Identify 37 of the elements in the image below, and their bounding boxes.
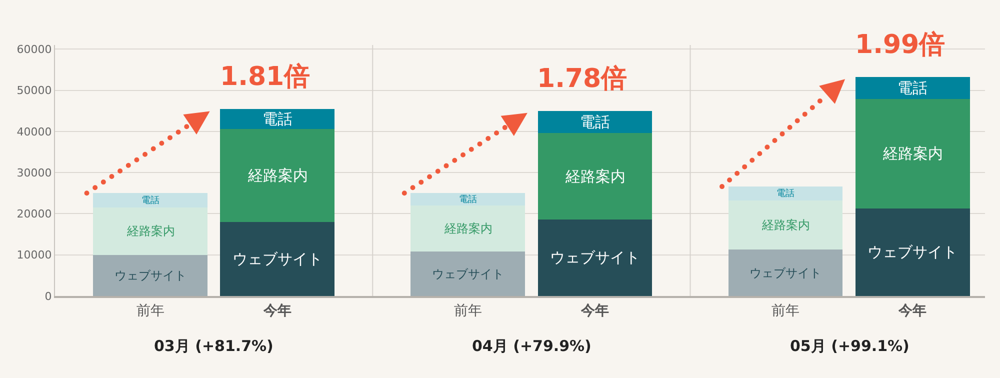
annotation: 1.99倍 — [855, 30, 946, 60]
text: 電話 — [898, 79, 928, 97]
text: 電話 — [141, 196, 160, 206]
text: 04月 (+79.9%) — [472, 337, 592, 355]
series-label: 電話 — [458, 194, 477, 205]
annotation: 1.81倍 — [220, 62, 310, 92]
series-label: ウェブサイト — [550, 248, 640, 267]
text: 03月 (+81.7%) — [154, 337, 274, 355]
x-tick-label: 今年 — [262, 302, 292, 319]
text: 電話 — [776, 189, 795, 200]
text: ウェブサイト — [232, 250, 322, 268]
y-tick-label: 10000 — [16, 248, 52, 262]
annotation: 1.78倍 — [537, 64, 628, 94]
y-tick-label: 50000 — [16, 84, 52, 98]
y-tick-label: 0 — [44, 290, 52, 303]
y-tick-label: 20000 — [16, 208, 52, 221]
x-tick-label: 今年 — [580, 302, 609, 319]
text: ウェブサイト — [432, 266, 504, 281]
text: 経路案内 — [565, 167, 626, 186]
series-label: 経路案内 — [443, 222, 492, 236]
x-tick-label: 前年 — [136, 302, 164, 319]
x-tick-label: 前年 — [772, 302, 800, 319]
y-tick-label: 30000 — [16, 166, 52, 180]
text: 経路案内 — [883, 144, 944, 163]
text: ウェブサイト — [868, 243, 958, 262]
text: 経路案内 — [126, 224, 175, 238]
x-tick-label: 前年 — [454, 302, 482, 319]
y-tick-label: 40000 — [16, 125, 52, 138]
text: 電話 — [262, 110, 292, 128]
text: 電話 — [580, 112, 610, 131]
x-tick-label: 今年 — [898, 302, 927, 319]
text: ウェブサイト — [750, 266, 822, 280]
text: ウェブサイト — [114, 268, 186, 282]
text: 経路案内 — [248, 166, 308, 184]
y-tick-label: 60000 — [16, 42, 52, 56]
text: 経路案内 — [762, 218, 810, 232]
text: 05月 (+99.1%) — [790, 337, 910, 355]
